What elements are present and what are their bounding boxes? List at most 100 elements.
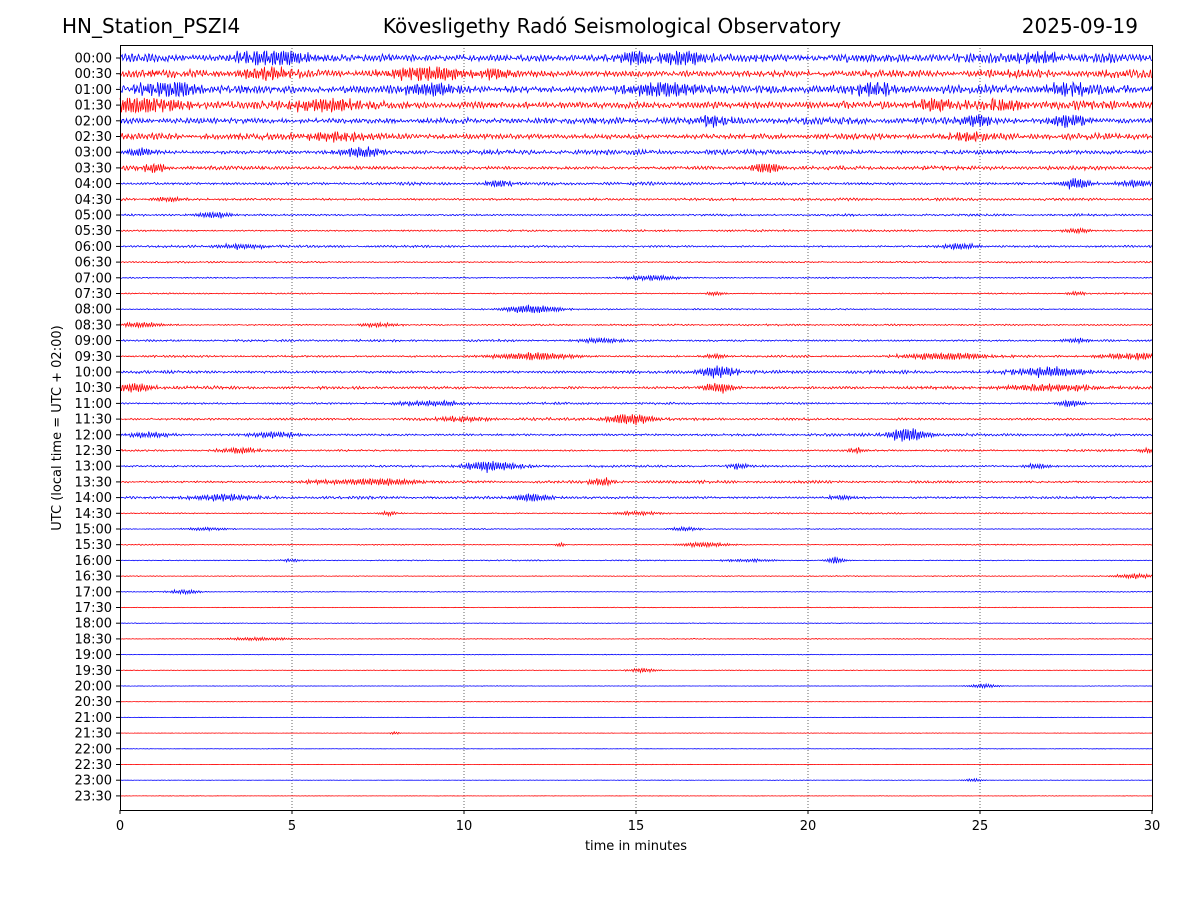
trace-row <box>119 80 1153 98</box>
x-tick-label: 30 <box>1144 819 1161 834</box>
trace-row <box>119 556 1153 564</box>
trace-row <box>119 413 1153 426</box>
x-tick-labels: 0 5 10 15 20 25 30 <box>116 810 1160 834</box>
trace-row <box>119 66 1153 81</box>
x-tick-label: 25 <box>972 819 989 834</box>
y-tick-label: 20:30 <box>75 695 112 710</box>
y-tick-label: 15:30 <box>75 538 112 553</box>
y-tick-label: 02:00 <box>75 114 112 129</box>
y-tick-label: 02:30 <box>75 130 112 145</box>
trace-row <box>119 97 1153 114</box>
trace-row <box>119 777 1153 783</box>
trace-row <box>119 541 1153 549</box>
trace-row <box>119 178 1153 190</box>
y-tick-label: 06:00 <box>75 240 112 255</box>
trace-row <box>119 211 1153 219</box>
trace-row <box>119 493 1153 503</box>
trace-row <box>119 572 1153 580</box>
y-tick-label: 16:00 <box>75 554 112 569</box>
trace-row <box>119 321 1153 329</box>
trace-row <box>119 606 1153 609</box>
y-tick-label: 21:30 <box>75 727 112 742</box>
seismic-traces <box>119 50 1153 797</box>
trace-row <box>119 588 1153 596</box>
y-tick-label: 20:00 <box>75 680 112 695</box>
trace-row <box>119 226 1153 235</box>
y-tick-label: 04:00 <box>75 177 112 192</box>
trace-row <box>119 682 1153 689</box>
y-tick-label: 00:30 <box>75 67 112 82</box>
y-tick-label: 04:30 <box>75 193 112 208</box>
x-tick-label: 10 <box>456 819 473 834</box>
trace-row <box>119 399 1153 408</box>
y-tick-label: 05:30 <box>75 224 112 239</box>
y-tick-label: 14:00 <box>75 491 112 506</box>
y-tick-label: 22:00 <box>75 742 112 757</box>
y-tick-label: 03:00 <box>75 146 112 161</box>
trace-row <box>119 460 1153 473</box>
x-tick-label: 15 <box>628 819 645 834</box>
trace-row <box>119 748 1153 750</box>
y-tick-label: 11:00 <box>75 397 112 412</box>
observatory-title: Kövesligethy Radó Seismological Observat… <box>382 14 842 38</box>
y-tick-label: 21:00 <box>75 711 112 726</box>
y-tick-label: 16:30 <box>75 570 112 585</box>
y-tick-label: 11:30 <box>75 413 112 428</box>
y-tick-label: 13:00 <box>75 460 112 475</box>
y-tick-label: 15:00 <box>75 523 112 538</box>
x-tick-label: 20 <box>800 819 817 834</box>
y-tick-label: 19:00 <box>75 648 112 663</box>
y-tick-label: 08:30 <box>75 318 112 333</box>
trace-row <box>119 274 1153 282</box>
plot-frame <box>120 45 1153 811</box>
y-tick-label: 17:30 <box>75 601 112 616</box>
trace-row <box>119 382 1153 394</box>
y-tick-label: 06:30 <box>75 256 112 271</box>
y-tick-label: 10:30 <box>75 381 112 396</box>
x-tick-label: 5 <box>288 819 296 834</box>
y-tick-label: 03:30 <box>75 161 112 176</box>
trace-row <box>119 795 1153 797</box>
trace-row <box>119 290 1153 297</box>
x-axis-label: time in minutes <box>585 839 687 854</box>
trace-row <box>119 146 1153 158</box>
y-tick-label: 08:00 <box>75 303 112 318</box>
y-tick-label: 23:00 <box>75 774 112 789</box>
y-tick-label: 22:30 <box>75 758 112 773</box>
date-title: 2025-09-19 <box>1021 14 1138 38</box>
y-tick-label: 10:00 <box>75 366 112 381</box>
y-tick-label: 19:30 <box>75 664 112 679</box>
y-tick-labels: 00:0000:3001:0001:3002:0002:3003:0003:30… <box>75 52 120 804</box>
trace-row <box>119 525 1153 532</box>
trace-row <box>119 304 1153 314</box>
station-title: HN_Station_PSZI4 <box>62 14 241 38</box>
trace-row <box>119 730 1153 735</box>
trace-row <box>119 195 1153 203</box>
trace-row <box>119 622 1153 625</box>
y-tick-label: 07:30 <box>75 287 112 302</box>
trace-row <box>119 162 1153 174</box>
trace-row <box>119 50 1153 66</box>
y-tick-label: 12:30 <box>75 444 112 459</box>
trace-row <box>119 114 1153 128</box>
y-tick-label: 23:30 <box>75 789 112 804</box>
x-tick-label: 0 <box>116 819 124 834</box>
y-tick-label: 09:00 <box>75 334 112 349</box>
trace-row <box>119 428 1153 442</box>
y-tick-label: 17:00 <box>75 585 112 600</box>
trace-row <box>119 351 1153 361</box>
y-tick-label: 09:30 <box>75 350 112 365</box>
y-tick-label: 18:30 <box>75 632 112 647</box>
y-tick-label: 05:00 <box>75 209 112 224</box>
trace-row <box>119 509 1153 518</box>
y-tick-label: 00:00 <box>75 52 112 67</box>
trace-row <box>119 336 1153 345</box>
y-tick-label: 13:30 <box>75 475 112 490</box>
trace-row <box>119 260 1152 264</box>
trace-row <box>119 653 1153 656</box>
y-tick-label: 18:00 <box>75 617 112 632</box>
trace-row <box>119 242 1153 251</box>
vertical-gridlines <box>291 45 981 810</box>
trace-row <box>119 477 1153 487</box>
